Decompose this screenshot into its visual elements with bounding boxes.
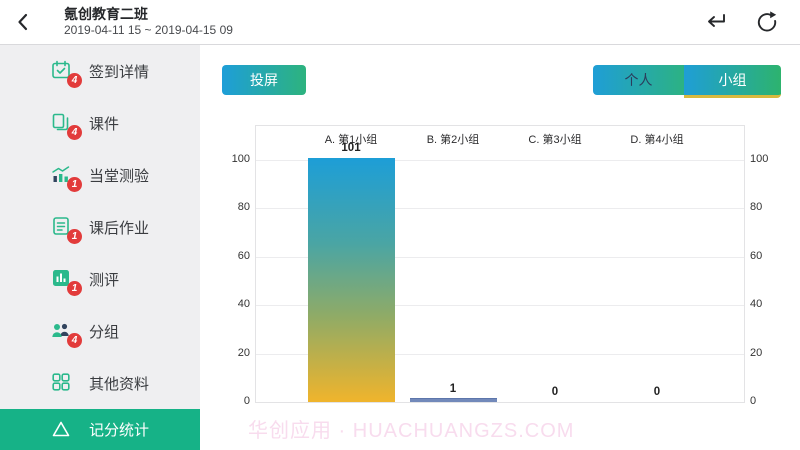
category-label: B. 第2小组 (426, 134, 480, 146)
back-button[interactable] (0, 0, 46, 45)
y-axis-tick-right: 80 (750, 201, 763, 214)
gridline (256, 160, 744, 161)
main-content: 投屏 个人 小组 0 0 20 20 40 40 60 60 80 80 100 100 A. 第1小组… (200, 45, 800, 450)
tab-personal[interactable]: 个人 (593, 65, 684, 95)
badge: 1 (67, 281, 82, 296)
category-label: C. 第3小组 (528, 134, 582, 146)
sidebar-item-label: 课件 (89, 115, 120, 133)
title-block: 氪创教育二班 2019-04-11 15 ~ 2019-04-15 09 (64, 6, 233, 38)
bar (307, 158, 395, 402)
sidebar-item-other-materials[interactable]: 其他资料 (0, 357, 200, 409)
category-label: D. 第4小组 (630, 134, 684, 146)
sidebar-item-evaluation[interactable]: 1 测评 (0, 253, 200, 305)
refresh-icon (757, 11, 777, 32)
y-axis-tick-left: 60 (237, 249, 250, 262)
bar-value-label: 101 (341, 142, 361, 154)
watermark: 华创应用 · HUACHUANGZS.COM (248, 420, 575, 442)
y-axis-tick-left: 80 (237, 201, 250, 214)
sidebar-item-homework[interactable]: 1 课后作业 (0, 201, 200, 253)
y-axis-tick-right: 0 (750, 395, 757, 407)
y-axis-tick-right: 20 (750, 346, 763, 359)
tab-group[interactable]: 小组 (684, 65, 781, 98)
y-axis-tick-right: 40 (750, 298, 763, 311)
header: 氪创教育二班 2019-04-11 15 ~ 2019-04-15 09 (0, 0, 800, 45)
gridline (256, 256, 744, 258)
sidebar-item-label: 课后作业 (89, 219, 150, 237)
header-actions (700, 7, 800, 37)
category-label: A. 第1小组 (324, 134, 378, 146)
quiz-chart-icon: 1 (50, 163, 82, 192)
groups-people-icon: 4 (50, 319, 82, 348)
gridline (256, 208, 744, 210)
refresh-button[interactable] (752, 7, 782, 37)
return-arrow-icon (708, 14, 725, 27)
sidebar-item-courseware[interactable]: 4 课件 (0, 97, 200, 149)
return-button[interactable] (700, 7, 730, 37)
badge: 1 (67, 229, 82, 244)
y-axis-tick-left: 40 (237, 298, 250, 311)
calendar-check-icon: 4 (50, 59, 82, 88)
sidebar-item-quiz[interactable]: 1 当堂测验 (0, 149, 200, 201)
badge: 1 (67, 177, 82, 192)
sidebar-item-label: 分组 (89, 323, 120, 341)
y-axis-tick-left: 0 (243, 395, 250, 407)
gridline (256, 305, 744, 307)
sidebar-item-label: 记分统计 (89, 422, 150, 439)
gridline (256, 353, 744, 355)
bar (409, 398, 497, 402)
sidebar-item-label: 签到详情 (89, 63, 150, 81)
bar-value-label: 0 (551, 386, 559, 398)
homework-document-icon: 1 (50, 215, 82, 244)
date-range: 2019-04-11 15 ~ 2019-04-15 09 (64, 23, 233, 37)
bar-chart: 0 0 20 20 40 40 60 60 80 80 100 100 A. 第1小组 101 B. 第2小… (232, 125, 768, 407)
sidebar-item-checkin[interactable]: 4 签到详情 (0, 45, 200, 97)
y-axis-tick-left: 20 (237, 346, 250, 359)
cast-screen-button[interactable]: 投屏 (222, 65, 306, 95)
courseware-pages-icon: 4 (50, 111, 82, 140)
view-toggle: 个人 小组 (593, 65, 781, 98)
bar-value-label: 1 (449, 383, 457, 395)
y-axis-tick-right: 100 (750, 153, 769, 165)
badge: 4 (67, 73, 82, 88)
y-axis-tick-right: 60 (750, 249, 763, 262)
sidebar-item-label: 测评 (89, 271, 120, 289)
badge: 4 (67, 125, 82, 140)
badge: 4 (67, 333, 82, 348)
sidebar-item-score-stats[interactable]: 记分统计 (0, 409, 200, 450)
sidebar-item-groups[interactable]: 4 分组 (0, 305, 200, 357)
grid-icon (50, 371, 74, 395)
sidebar-item-label: 当堂测验 (89, 167, 150, 185)
sidebar-item-label: 其他资料 (89, 375, 150, 393)
bar-value-label: 0 (653, 386, 661, 398)
evaluation-chart-icon: 1 (50, 267, 82, 296)
y-axis-tick-left: 100 (231, 153, 250, 165)
sidebar: 4 签到详情 4 课件 1 (0, 45, 200, 450)
page-title: 氪创教育二班 (64, 6, 148, 22)
chevron-left-icon (18, 13, 28, 31)
triangle-icon (50, 418, 74, 442)
